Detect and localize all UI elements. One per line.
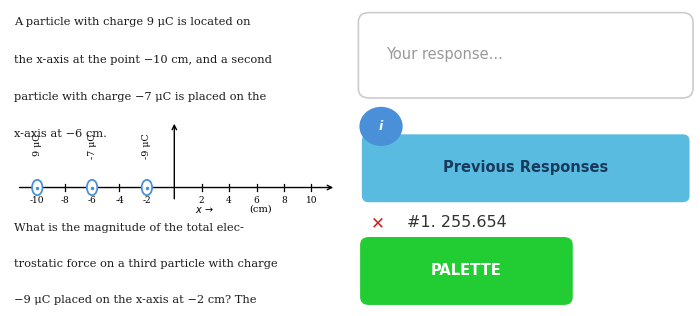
Circle shape <box>87 180 97 195</box>
Text: 2: 2 <box>199 196 204 205</box>
Circle shape <box>32 180 43 195</box>
Text: Your response...: Your response... <box>386 47 503 62</box>
Text: -6: -6 <box>88 196 97 205</box>
FancyBboxPatch shape <box>358 13 693 98</box>
Text: -10: -10 <box>30 196 45 205</box>
Text: 8: 8 <box>281 196 287 205</box>
Text: x-axis at −6 cm.: x-axis at −6 cm. <box>14 129 107 139</box>
Text: -4: -4 <box>115 196 124 205</box>
Text: the x-axis at the point −10 cm, and a second: the x-axis at the point −10 cm, and a se… <box>14 55 272 65</box>
FancyBboxPatch shape <box>362 134 690 202</box>
Text: Previous Responses: Previous Responses <box>443 160 608 175</box>
Text: 6: 6 <box>253 196 260 205</box>
Text: ✕: ✕ <box>370 214 384 232</box>
Text: A particle with charge 9 μC is located on: A particle with charge 9 μC is located o… <box>14 17 251 27</box>
Text: 10: 10 <box>306 196 317 205</box>
Text: -7 μC: -7 μC <box>88 133 97 159</box>
Text: 4: 4 <box>226 196 232 205</box>
Text: trostatic force on a third particle with charge: trostatic force on a third particle with… <box>14 259 278 269</box>
Text: #1. 255.654: #1. 255.654 <box>407 215 507 230</box>
Text: particle with charge −7 μC is placed on the: particle with charge −7 μC is placed on … <box>14 92 266 102</box>
Text: (cm): (cm) <box>250 205 272 214</box>
Circle shape <box>359 107 402 146</box>
Text: i: i <box>379 120 383 133</box>
Circle shape <box>141 180 152 195</box>
Text: -8: -8 <box>60 196 69 205</box>
Text: 9 μC: 9 μC <box>33 133 42 155</box>
Text: $x\,\rightarrow$: $x\,\rightarrow$ <box>195 205 214 215</box>
Text: -2: -2 <box>143 196 151 205</box>
Text: -9 μC: -9 μC <box>142 133 151 159</box>
FancyBboxPatch shape <box>360 237 573 305</box>
Text: What is the magnitude of the total elec-: What is the magnitude of the total elec- <box>14 223 244 233</box>
Text: −9 μC placed on the x-axis at −2 cm? The: −9 μC placed on the x-axis at −2 cm? The <box>14 295 257 306</box>
Text: PALETTE: PALETTE <box>431 263 502 278</box>
